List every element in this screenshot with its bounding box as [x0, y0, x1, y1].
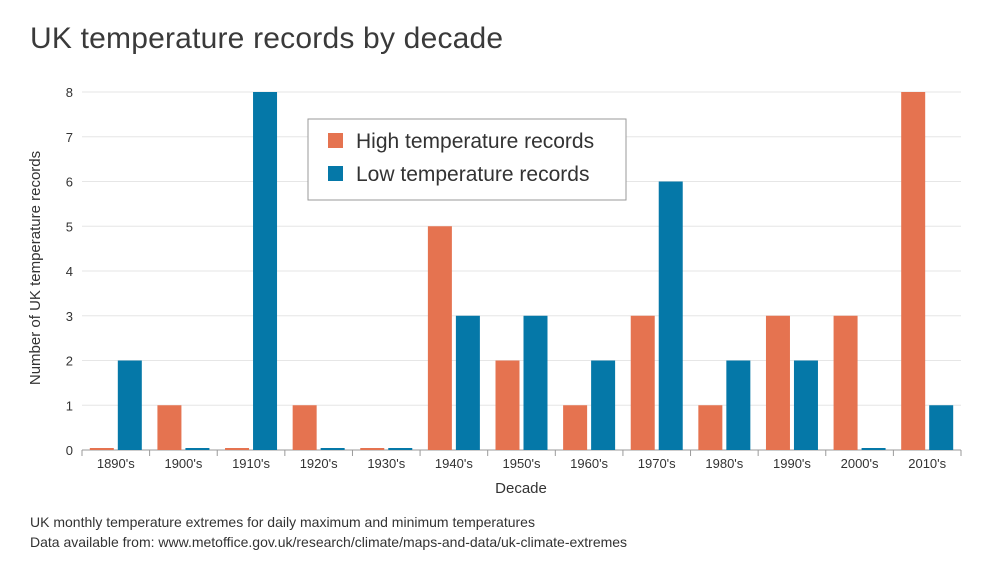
- legend-box: [307, 118, 627, 201]
- bar-high-1890s: [89, 448, 114, 450]
- y-tick-label: 3: [66, 309, 73, 324]
- bar-high-1940s: [427, 226, 452, 450]
- bar-low-1950s: [523, 315, 548, 450]
- bar-low-1990s: [793, 360, 818, 450]
- y-tick-label: 4: [66, 264, 73, 279]
- bars: [89, 92, 954, 450]
- legend-label-low: Low temperature records: [356, 163, 589, 186]
- legend-swatch-low: [328, 166, 343, 181]
- bar-low-1910s: [253, 92, 278, 450]
- bar-high-2000s: [833, 315, 858, 450]
- x-tick-label: 1930's: [367, 456, 405, 471]
- y-tick-label: 0: [66, 443, 73, 458]
- legend: High temperature records Low temperature…: [307, 118, 627, 201]
- x-tick-label: 1910's: [232, 456, 270, 471]
- bar-high-1990s: [765, 315, 790, 450]
- bar-low-2010s: [929, 405, 954, 450]
- y-tick-label: 5: [66, 219, 73, 234]
- legend-swatch-high: [328, 133, 343, 148]
- footnotes: UK monthly temperature extremes for dail…: [30, 512, 627, 552]
- x-tick-label: 1960's: [570, 456, 608, 471]
- y-axis-title: Number of UK temperature records: [27, 151, 44, 385]
- bar-high-1970s: [630, 315, 655, 450]
- bar-low-1890s: [117, 360, 142, 450]
- bar-low-1940s: [455, 315, 480, 450]
- chart-title: UK temperature records by decade: [30, 22, 504, 55]
- bar-high-1920s: [292, 405, 317, 450]
- bar-low-2000s: [861, 448, 886, 450]
- x-tick-label: 1920's: [300, 456, 338, 471]
- footnote-source: Data available from: www.metoffice.gov.u…: [30, 534, 628, 550]
- bar-low-1980s: [726, 360, 751, 450]
- x-tick-label: 1950's: [503, 456, 541, 471]
- bar-low-1920s: [320, 448, 345, 450]
- footnote-description: UK monthly temperature extremes for dail…: [30, 514, 535, 530]
- y-tick-label: 7: [66, 130, 73, 145]
- legend-label-high: High temperature records: [356, 130, 594, 153]
- x-tick-label: 1980's: [705, 456, 743, 471]
- x-tick-label: 2010's: [908, 456, 946, 471]
- x-tick-label: 1900's: [164, 456, 202, 471]
- x-tick-label: 1890's: [97, 456, 135, 471]
- x-tick-label: 1940's: [435, 456, 473, 471]
- bar-low-1970s: [658, 181, 683, 450]
- bar-low-1930s: [388, 448, 413, 450]
- bar-high-1900s: [157, 405, 182, 450]
- x-tick-label: 1990's: [773, 456, 811, 471]
- x-axis-title: Decade: [495, 480, 547, 497]
- axes: 0 1 2 3 4 5 6 7 8 1890's 1900's 1910's 1920's 1930's 1…: [66, 85, 962, 471]
- y-tick-label: 1: [66, 398, 73, 413]
- bar-high-1960s: [563, 405, 588, 450]
- bar-low-1960s: [591, 360, 616, 450]
- bar-low-1900s: [185, 448, 210, 450]
- x-tick-label: 2000's: [841, 456, 879, 471]
- y-tick-label: 8: [66, 85, 73, 100]
- bar-high-1980s: [698, 405, 723, 450]
- bar-high-2010s: [901, 92, 926, 450]
- x-tick-label: 1970's: [638, 456, 676, 471]
- bar-high-1950s: [495, 360, 520, 450]
- y-tick-label: 2: [66, 354, 73, 369]
- axis-labels: Decade Number of UK temperature records: [27, 151, 547, 497]
- y-tick-label: 6: [66, 175, 73, 190]
- bar-high-1930s: [360, 448, 385, 450]
- bar-high-1910s: [225, 448, 250, 450]
